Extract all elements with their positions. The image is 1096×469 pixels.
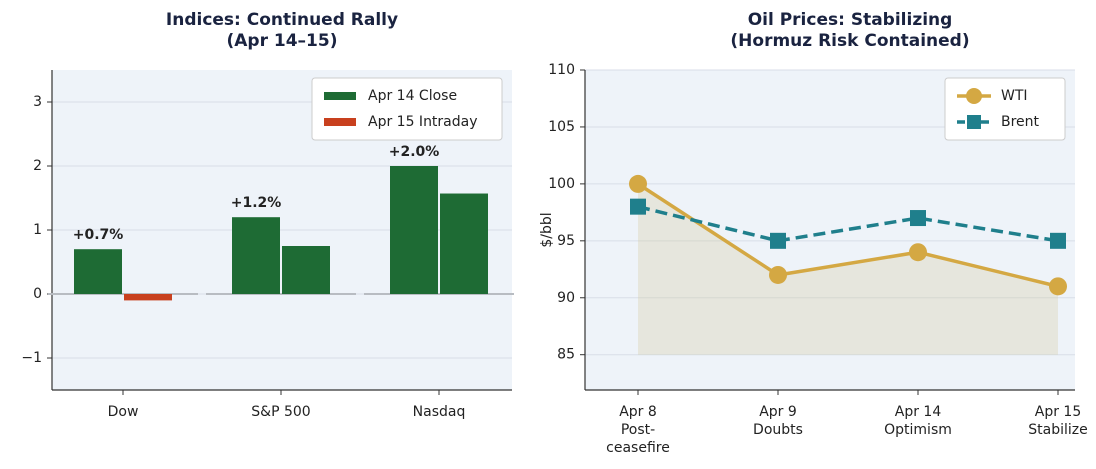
- y-tick-label: 110: [548, 62, 575, 78]
- legend-label: Apr 14 Close: [368, 88, 457, 104]
- x-tick-label: S&P 500: [251, 404, 310, 420]
- y-tick-label: 3: [33, 94, 42, 110]
- y-tick-label: 85: [557, 347, 575, 363]
- x-tick-label: Dow: [108, 404, 139, 420]
- y-tick-label: 1: [33, 222, 42, 238]
- y-tick-label: 95: [557, 233, 575, 249]
- legend-label: Apr 15 Intraday: [368, 114, 478, 130]
- chart-title: Oil Prices: Stabilizing (Hormuz Risk Cont…: [730, 10, 969, 51]
- x-tick-label: Nasdaq: [413, 404, 466, 420]
- x-tick-label: Apr 8 Post-ceasefire: [606, 404, 670, 456]
- bar: [74, 249, 122, 294]
- marker: [629, 174, 647, 193]
- x-tick-label: Apr 14 Optimism: [884, 404, 952, 438]
- legend-label: WTI: [1001, 88, 1028, 104]
- marker: [909, 243, 927, 262]
- bar: [440, 193, 488, 294]
- value-label: +0.7%: [73, 227, 124, 243]
- marker: [1050, 232, 1066, 249]
- y-tick-label: 90: [557, 290, 575, 306]
- value-label: +1.2%: [231, 195, 282, 211]
- legend-label: Brent: [1001, 114, 1040, 130]
- bar: [124, 294, 172, 301]
- y-tick-label: 105: [548, 119, 575, 135]
- line: [637, 182, 1059, 289]
- y-tick-label: 0: [33, 286, 42, 302]
- x-tick-label: Apr 15 Stabilize: [1028, 404, 1087, 438]
- marker: [770, 232, 786, 249]
- marker: [910, 210, 926, 227]
- bar: [390, 166, 438, 294]
- value-label: +2.0%: [389, 144, 440, 160]
- y-tick-label: 2: [33, 158, 42, 174]
- x-tick-label: Apr 9 Doubts: [753, 404, 803, 438]
- marker: [966, 88, 982, 104]
- marker: [967, 115, 981, 129]
- bar: [232, 217, 280, 294]
- marker: [769, 265, 787, 284]
- legend-key: [324, 92, 356, 100]
- y-tick-label: −1: [21, 350, 42, 366]
- legend-key: [324, 118, 356, 126]
- marker: [1049, 277, 1067, 296]
- line: [637, 204, 1059, 243]
- y-axis-label: $/bbl: [539, 212, 555, 247]
- y-tick-label: 100: [548, 176, 575, 192]
- area: [638, 183, 1058, 355]
- chart-title: Indices: Continued Rally (Apr 14–15): [166, 10, 398, 51]
- bar: [282, 246, 330, 294]
- marker: [630, 198, 646, 215]
- legend-box: [311, 77, 503, 141]
